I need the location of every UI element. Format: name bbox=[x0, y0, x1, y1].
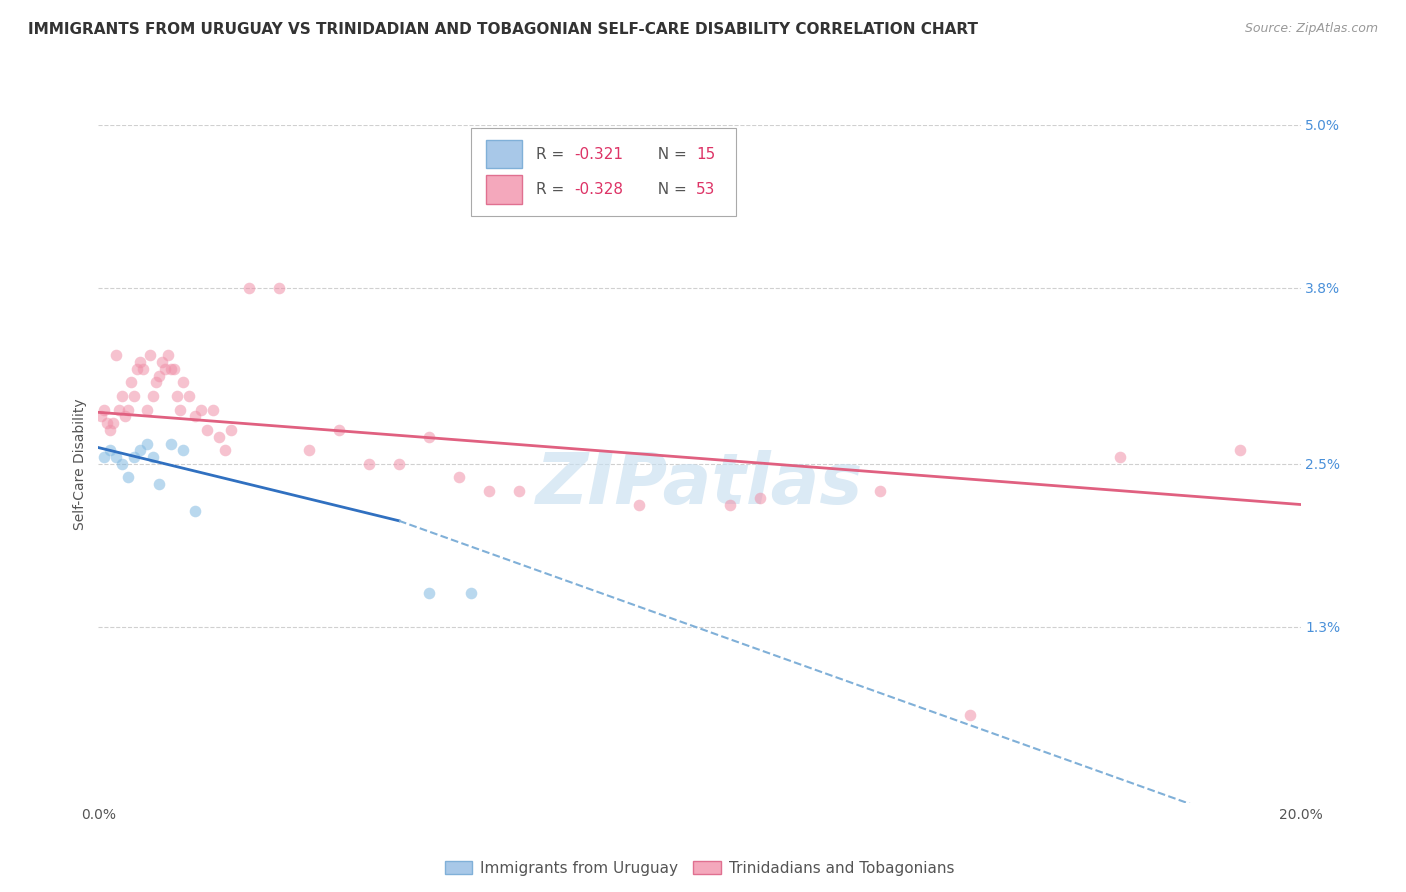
FancyBboxPatch shape bbox=[471, 128, 735, 217]
Point bbox=[162, 362, 184, 376]
Point bbox=[93, 450, 115, 464]
Point bbox=[159, 436, 181, 450]
Point bbox=[124, 450, 146, 464]
Text: ZIPatlas: ZIPatlas bbox=[536, 450, 863, 518]
Point bbox=[478, 483, 501, 498]
Point bbox=[1109, 450, 1132, 464]
Point bbox=[121, 376, 143, 390]
Point bbox=[150, 355, 173, 369]
Point bbox=[117, 402, 139, 417]
Point bbox=[135, 436, 157, 450]
Point bbox=[103, 416, 125, 430]
Text: R =: R = bbox=[536, 182, 569, 197]
Point bbox=[328, 423, 350, 437]
Point bbox=[166, 389, 188, 403]
Point bbox=[959, 707, 981, 722]
Text: IMMIGRANTS FROM URUGUAY VS TRINIDADIAN AND TOBAGONIAN SELF-CARE DISABILITY CORRE: IMMIGRANTS FROM URUGUAY VS TRINIDADIAN A… bbox=[28, 22, 979, 37]
Point bbox=[447, 470, 470, 484]
Point bbox=[418, 430, 440, 444]
Point bbox=[114, 409, 136, 424]
Point bbox=[298, 443, 321, 458]
Point bbox=[111, 457, 134, 471]
Point bbox=[460, 585, 482, 599]
Legend: Immigrants from Uruguay, Trinidadians and Tobagonians: Immigrants from Uruguay, Trinidadians an… bbox=[437, 853, 962, 883]
Point bbox=[201, 402, 224, 417]
Point bbox=[1229, 443, 1251, 458]
Point bbox=[169, 402, 191, 417]
Text: 15: 15 bbox=[696, 146, 716, 161]
Text: 53: 53 bbox=[696, 182, 716, 197]
Point bbox=[190, 402, 212, 417]
Point bbox=[124, 389, 146, 403]
Point bbox=[195, 423, 218, 437]
Point bbox=[93, 402, 115, 417]
Point bbox=[148, 477, 170, 491]
Point bbox=[105, 450, 128, 464]
Point bbox=[159, 362, 181, 376]
Point bbox=[141, 389, 163, 403]
Point bbox=[628, 498, 651, 512]
Point bbox=[129, 355, 152, 369]
Point bbox=[214, 443, 236, 458]
Point bbox=[153, 362, 176, 376]
Point bbox=[96, 416, 118, 430]
Point bbox=[869, 483, 891, 498]
Point bbox=[148, 368, 170, 383]
Point bbox=[508, 483, 530, 498]
Point bbox=[117, 470, 139, 484]
Point bbox=[138, 348, 160, 362]
Point bbox=[183, 504, 205, 518]
Y-axis label: Self-Care Disability: Self-Care Disability bbox=[73, 398, 87, 530]
Point bbox=[127, 362, 149, 376]
Point bbox=[718, 498, 741, 512]
Point bbox=[208, 430, 231, 444]
Point bbox=[111, 389, 134, 403]
Point bbox=[132, 362, 155, 376]
Point bbox=[418, 585, 440, 599]
Text: R =: R = bbox=[536, 146, 569, 161]
Point bbox=[388, 457, 411, 471]
FancyBboxPatch shape bbox=[485, 140, 522, 169]
Point bbox=[105, 348, 128, 362]
FancyBboxPatch shape bbox=[485, 175, 522, 203]
Point bbox=[100, 443, 122, 458]
Point bbox=[100, 423, 122, 437]
Point bbox=[183, 409, 205, 424]
Point bbox=[748, 491, 770, 505]
Point bbox=[129, 443, 152, 458]
Text: -0.321: -0.321 bbox=[575, 146, 623, 161]
Point bbox=[135, 402, 157, 417]
Point bbox=[238, 280, 260, 294]
Point bbox=[172, 443, 194, 458]
Point bbox=[357, 457, 380, 471]
Text: Source: ZipAtlas.com: Source: ZipAtlas.com bbox=[1244, 22, 1378, 36]
Point bbox=[177, 389, 200, 403]
Point bbox=[90, 409, 112, 424]
Point bbox=[156, 348, 179, 362]
Point bbox=[141, 450, 163, 464]
Point bbox=[172, 376, 194, 390]
Point bbox=[267, 280, 290, 294]
Text: N =: N = bbox=[648, 146, 692, 161]
Point bbox=[219, 423, 242, 437]
Point bbox=[145, 376, 167, 390]
Text: N =: N = bbox=[648, 182, 692, 197]
Point bbox=[108, 402, 131, 417]
Text: -0.328: -0.328 bbox=[575, 182, 623, 197]
